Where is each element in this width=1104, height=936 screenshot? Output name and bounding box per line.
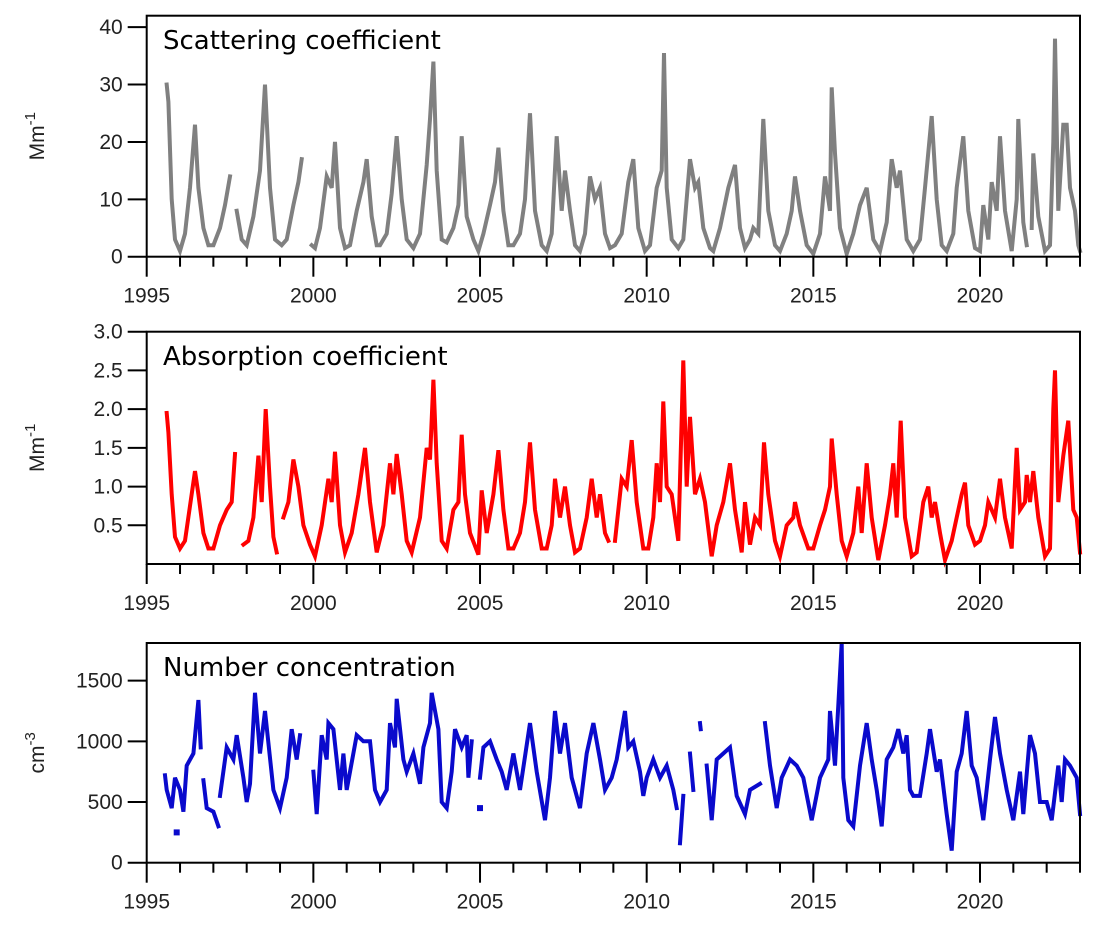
x-tick-label: 2015 — [790, 592, 837, 615]
y-tick-label: 1.5 — [93, 437, 122, 460]
data-series — [162, 642, 1083, 851]
y-tick-label: 500 — [88, 791, 123, 814]
y-tick-label: 2.0 — [93, 398, 122, 421]
x-tick-label: 2015 — [790, 891, 837, 914]
x-tick-label: 2020 — [957, 285, 1004, 308]
series-line-segment — [612, 360, 1083, 568]
x-tick-label: 2000 — [290, 592, 337, 615]
series-line-segment — [762, 642, 1083, 851]
data-series — [164, 360, 1083, 568]
y-axis-label: cm-3 — [22, 732, 49, 773]
x-tick-label: 2020 — [957, 592, 1004, 615]
scattering-panel: 1995 2000 2005 2010 2015 2020 0 10 20 30 40 Mm-1 Sca… — [22, 14, 1083, 308]
panel-title: Number concentration — [163, 653, 456, 683]
series-line-segment — [164, 410, 238, 553]
y-axis-unit: cm — [26, 746, 49, 774]
x-tick-label: 1995 — [123, 891, 170, 914]
y-tick-label: 1000 — [76, 730, 123, 753]
series-line-segment — [280, 379, 612, 563]
y-tick-label: 1.0 — [93, 476, 122, 499]
y-tick-label: 0.5 — [93, 514, 122, 537]
x-tick-label: 2005 — [457, 592, 504, 615]
x-tick-label: 2010 — [623, 891, 670, 914]
x-tick-label: 2005 — [457, 285, 504, 308]
y-axis-unit-exponent: -1 — [22, 424, 39, 437]
y-axis-label: Mm-1 — [22, 424, 49, 472]
x-tick-label: 2020 — [957, 891, 1004, 914]
y-tick-label: 10 — [99, 188, 122, 211]
x-tick-label: 1995 — [123, 285, 170, 308]
y-tick-label: 30 — [99, 74, 122, 97]
series-line-segment — [162, 699, 203, 813]
series-line-segment — [308, 52, 1029, 261]
y-tick-label: 40 — [99, 16, 122, 39]
data-point — [173, 829, 180, 836]
x-tick-label: 1995 — [123, 592, 170, 615]
panel-title: Absorption coefficient — [163, 342, 448, 372]
y-axis-unit: Mm — [26, 125, 49, 160]
series-line-segment — [704, 743, 763, 821]
x-tick-label: 2010 — [623, 592, 670, 615]
series-line-segment — [677, 793, 686, 846]
y-axis-label: Mm-1 — [22, 112, 49, 160]
y-axis-unit-exponent: -3 — [22, 732, 39, 745]
y-tick-label: 20 — [99, 131, 122, 154]
series-line-segment — [687, 751, 696, 793]
series-line-segment — [477, 710, 680, 821]
absorption-panel: 1995 2000 2005 2010 2015 2020 0.5 1.0 1.5 2.0 2.5 3… — [22, 321, 1083, 615]
y-tick-label: 2.5 — [93, 359, 122, 382]
y-tick-label: 3.0 — [93, 321, 122, 344]
number-concentration-panel: 1995 2000 2005 2010 2015 2020 0 500 1000 1500 cm-3… — [22, 642, 1083, 914]
series-line-segment — [234, 84, 304, 250]
x-tick-label: 2000 — [290, 891, 337, 914]
series-line-segment — [697, 720, 703, 732]
x-tick-label: 2010 — [623, 285, 670, 308]
x-tick-label: 2000 — [290, 285, 337, 308]
series-line-segment — [217, 692, 303, 816]
y-tick-label: 0 — [111, 246, 123, 269]
panel-title: Scattering coefficient — [163, 26, 441, 56]
y-tick-label: 1500 — [76, 670, 123, 693]
y-axis-unit-exponent: -1 — [22, 112, 39, 125]
data-point — [477, 805, 483, 812]
x-tick-label: 2015 — [790, 285, 837, 308]
y-axis-unit: Mm — [26, 437, 49, 472]
series-line-segment — [240, 408, 280, 555]
series-line-segment — [164, 82, 233, 257]
series-line-segment — [311, 692, 474, 815]
data-series — [164, 38, 1083, 261]
series-line-segment — [201, 777, 221, 829]
series-line-segment — [1029, 38, 1083, 256]
x-tick-label: 2005 — [457, 891, 504, 914]
y-tick-label: 0 — [111, 852, 123, 875]
